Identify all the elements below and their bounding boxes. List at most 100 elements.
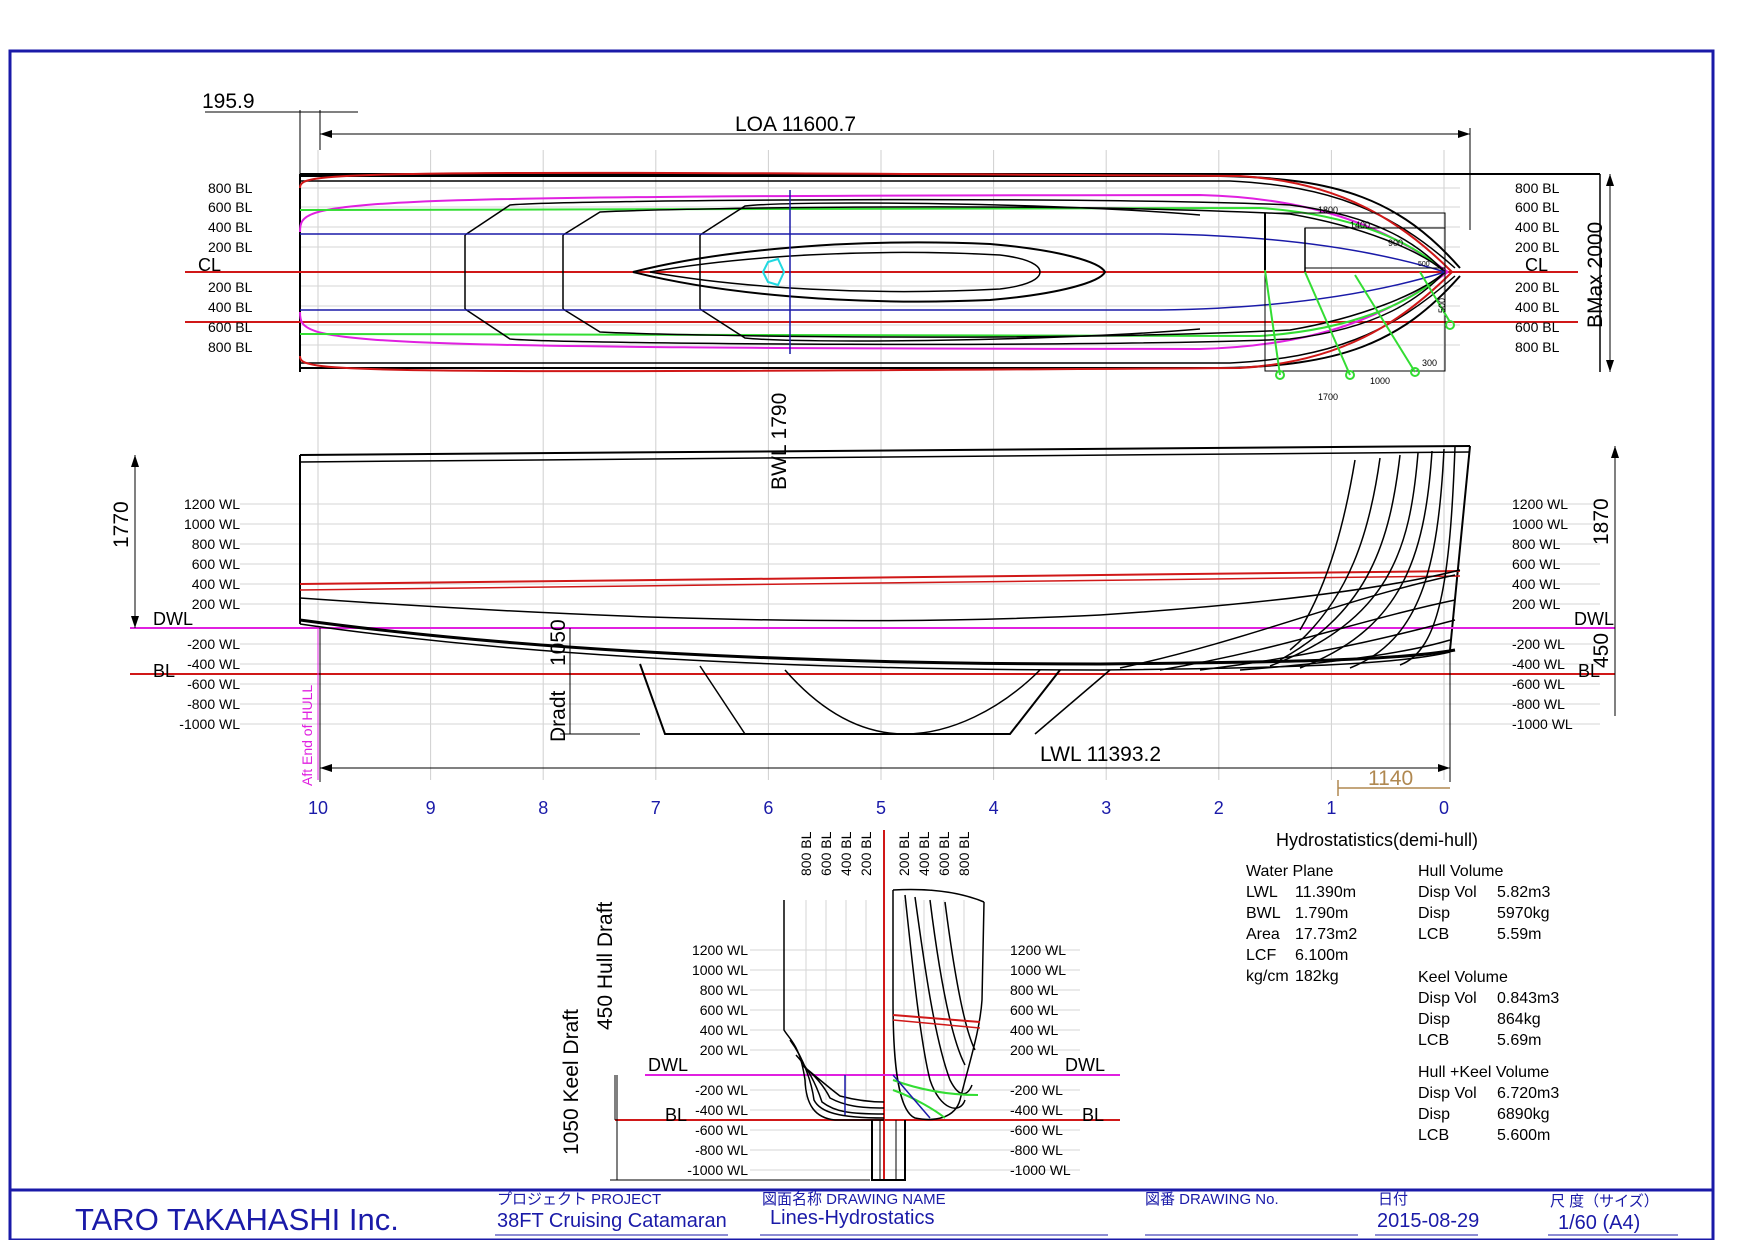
body-datum-label: BL [665,1105,687,1125]
hydro-value: 1.790m [1295,905,1348,922]
bl-label: 200 BL [1515,239,1560,255]
body-bl-label: 800 BL [956,831,972,876]
body-datum-label: BL [1082,1105,1104,1125]
bl-label: 800 BL [1515,180,1560,196]
lcf-marker [761,257,786,287]
body-wl-label: 1200 WL [692,942,748,958]
wl-label: 600 WL [192,556,240,572]
keel-volume-title: Keel Volume [1418,969,1508,986]
bow-dim-1700: 1700 [1318,392,1338,402]
body-wl-label: -400 WL [695,1102,748,1118]
cl-label: CL [198,255,221,275]
hull-draft-label: 450 Hull Draft [594,901,617,1030]
bmax-dimension: BMax 2000 [1584,222,1607,328]
body-datum-label: DWL [1065,1055,1105,1075]
bl-label: 600 BL [208,199,253,215]
body-wl-label: -1000 WL [687,1162,748,1178]
body-wl-label: 800 WL [1010,982,1058,998]
hydro-key: LCF [1246,947,1276,964]
body-wl-label: -800 WL [1010,1142,1063,1158]
wl-label: 1000 WL [1512,516,1568,532]
bl-label: 400 BL [208,299,253,315]
bwl-dimension: BWL 1790 [768,393,791,490]
title-block [10,1188,1713,1236]
wl-label: 1000 WL [184,516,240,532]
station-number: 6 [763,798,773,818]
dwl-label: DWL [1574,609,1614,629]
hydro-key: Disp Vol [1418,884,1477,901]
body-wl-label: 1200 WL [1010,942,1066,958]
wl-label: -400 WL [187,656,240,672]
bl-label: BL [1578,661,1600,681]
body-wl-label: -800 WL [695,1142,748,1158]
bl-label: 400 BL [208,219,253,235]
profile-labels-right: 1200 WL 1000 WL 800 WL 600 WL 400 WL 200 WL DW… [1512,496,1614,732]
hydro-key: Disp Vol [1418,990,1477,1007]
wl-label: 400 WL [1512,576,1560,592]
hydro-value: 182kg [1295,968,1339,985]
station-number: 8 [538,798,548,818]
bow-dim-500: 500 [1418,261,1430,268]
body-bl-label: 800 BL [798,831,814,876]
station-number: 3 [1101,798,1111,818]
loa-dimension: LOA 11600.7 [735,113,856,136]
depth-aft: 1770 [110,501,133,548]
plan-view [185,110,1614,380]
station-number: 2 [1214,798,1224,818]
bl-label: 200 BL [208,279,253,295]
body-wl-label: -600 WL [1010,1122,1063,1138]
bow-dim-300: 300 [1422,358,1437,368]
company-name: TARO TAKAHASHI Inc. [75,1202,399,1237]
bl-label: 600 BL [208,319,253,335]
bl-label: BL [153,661,175,681]
hydro-key: Disp [1418,1011,1450,1028]
body-bl-label: 400 BL [838,831,854,876]
hydro-value: 6.100m [1295,947,1348,964]
scale-label: 尺 度（サイズ） [1550,1193,1659,1210]
wl-label: -800 WL [1512,696,1565,712]
wl-label: 200 WL [1512,596,1560,612]
project-name: 38FT Cruising Catamaran [497,1210,727,1232]
body-wl-label: 1000 WL [692,962,748,978]
drawing-name-label: 図面名称 DRAWING NAME [762,1191,946,1208]
body-bl-label: 400 BL [916,831,932,876]
hydro-value: 5.600m [1497,1127,1550,1144]
station-number: 0 [1439,798,1449,818]
body-wl-label: 800 WL [700,982,748,998]
hydro-value: 0.843m3 [1497,990,1559,1007]
hydro-value: 864kg [1497,1011,1541,1028]
station-number: 1 [1326,798,1336,818]
wl-label: -1000 WL [179,716,240,732]
body-bl-label: 600 BL [818,831,834,876]
station-numbers: 10 9 8 7 6 5 4 3 2 1 0 [308,798,1449,818]
project-label: プロジェクト PROJECT [497,1191,661,1208]
body-wl-label: 400 WL [1010,1022,1058,1038]
body-wl-label: -400 WL [1010,1102,1063,1118]
hydro-key: Area [1246,926,1280,943]
hydro-value: 5.59m [1497,926,1541,943]
depth-fwd: 1870 [1590,498,1613,545]
bl-label: 600 BL [1515,199,1560,215]
bl-label: 400 BL [1515,219,1560,235]
hydro-value: 11.390m [1295,884,1356,901]
body-wl-label: -1000 WL [1010,1162,1071,1178]
sheet-border [8,49,1715,1240]
wl-label: -600 WL [187,676,240,692]
station-number: 7 [651,798,661,818]
transom-offset: 195.9 [202,90,255,113]
hydro-key: LCB [1418,926,1449,943]
wl-label: 400 WL [192,576,240,592]
hydro-value: 5.69m [1497,1032,1541,1049]
hydro-key: Disp [1418,1106,1450,1123]
aft-end-label: Aft End of HULL [299,685,315,786]
wl-label: -800 WL [187,696,240,712]
hydro-value: 6890kg [1497,1106,1550,1123]
body-wl-right: 1200 WL 1000 WL 800 WL 600 WL 400 WL 200 WL DW… [1010,942,1105,1178]
profile-view [130,445,1619,796]
total-volume-title: Hull +Keel Volume [1418,1064,1549,1081]
hydro-value: 6.720m3 [1497,1085,1559,1102]
station-number: 5 [876,798,886,818]
